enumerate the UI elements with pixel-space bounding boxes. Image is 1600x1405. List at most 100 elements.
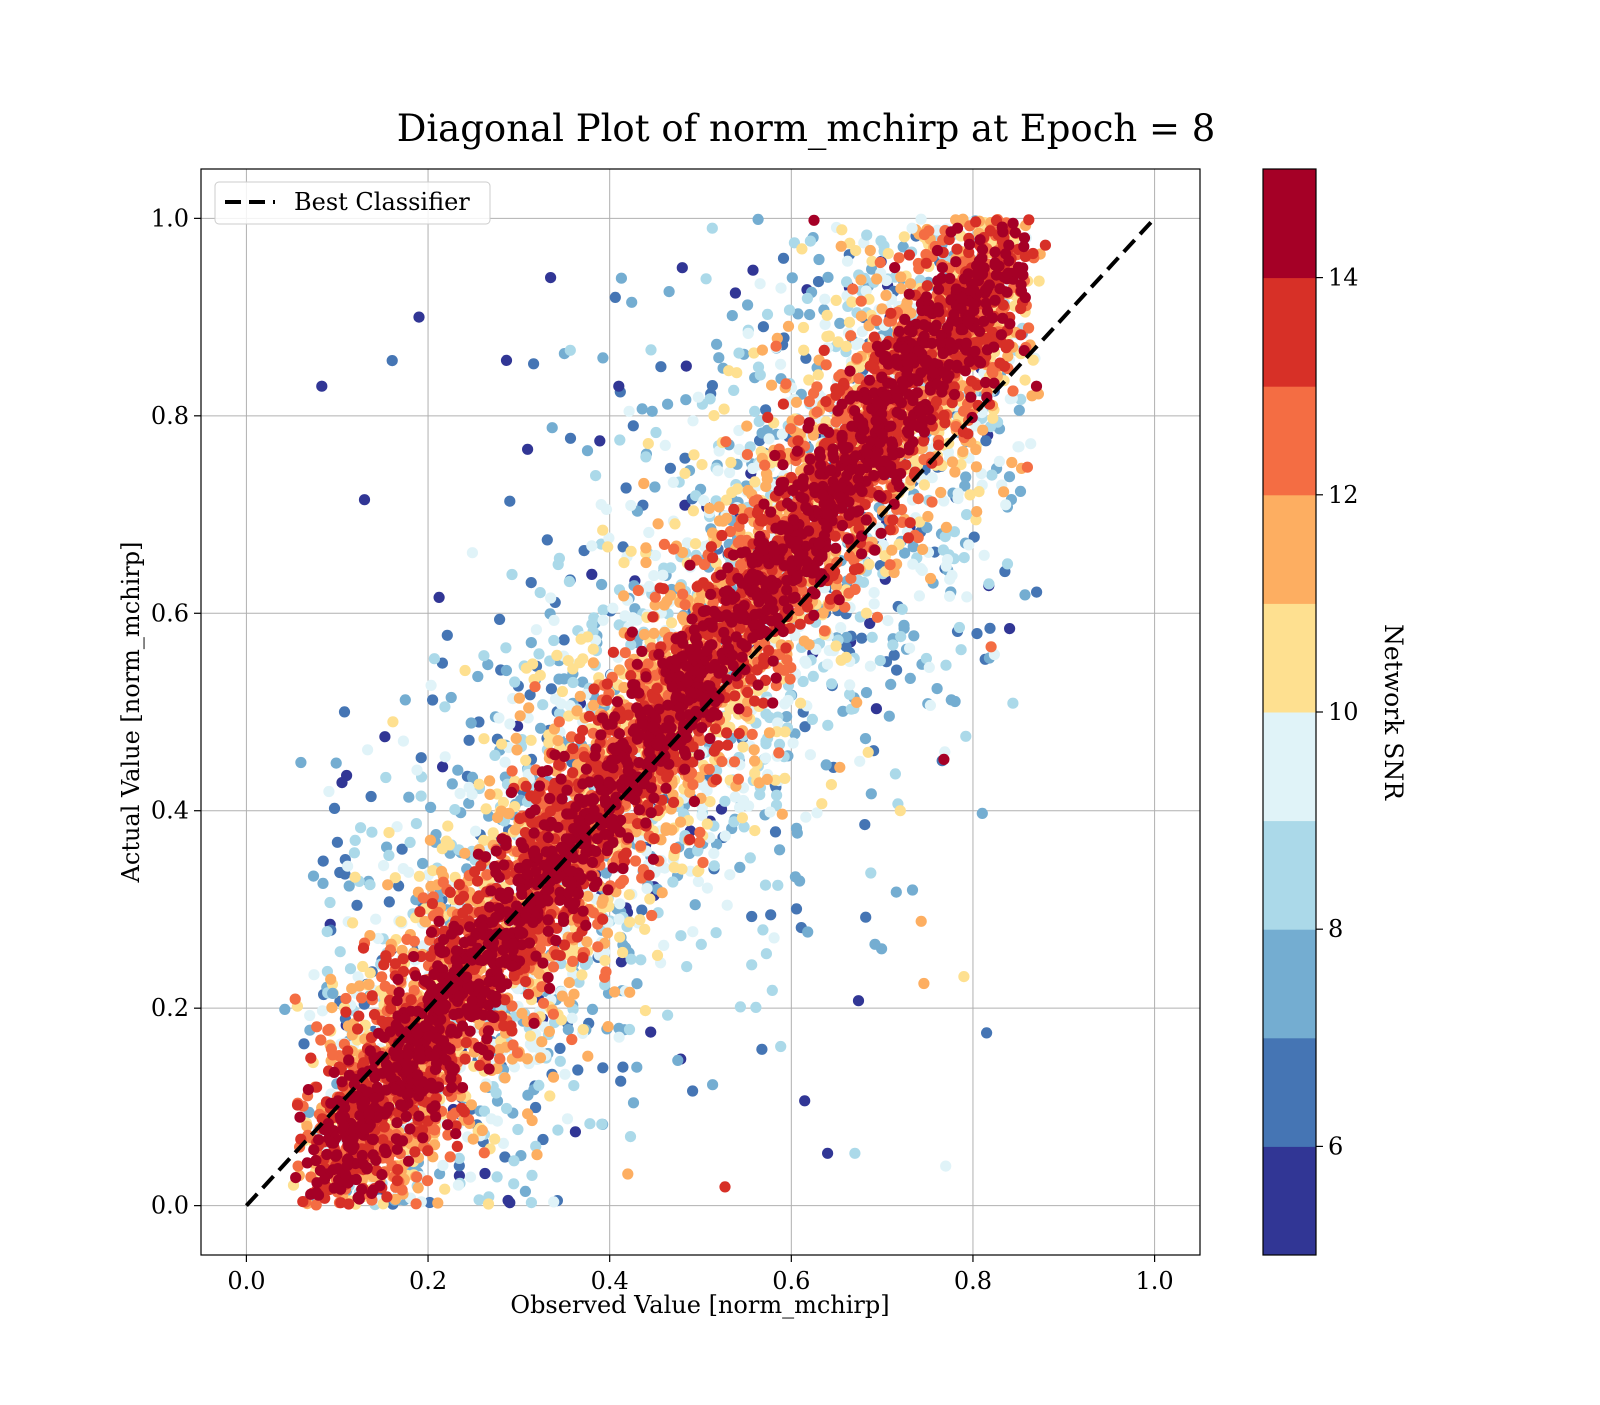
scatter-point [757, 924, 768, 935]
scatter-point [856, 296, 867, 307]
scatter-point [855, 274, 866, 285]
scatter-point [588, 644, 599, 655]
scatter-point [905, 673, 916, 684]
scatter-point [865, 867, 876, 878]
scatter-point [331, 758, 342, 769]
scatter-point [417, 858, 428, 869]
scatter-point [1026, 390, 1037, 401]
scatter-point [667, 876, 678, 887]
scatter-point [819, 294, 830, 305]
scatter-point [411, 765, 422, 776]
scatter-point [364, 879, 375, 890]
scatter-point [643, 527, 654, 538]
scatter-point [567, 677, 578, 688]
scatter-point [913, 493, 924, 504]
scatter-point [998, 486, 1009, 497]
scatter-point [512, 1124, 523, 1135]
scatter-point [666, 824, 677, 835]
scatter-point [290, 994, 301, 1005]
scatter-point [479, 1147, 490, 1158]
scatter-point [802, 926, 813, 937]
scatter-point [279, 1004, 290, 1015]
scatter-point [298, 1038, 309, 1049]
scatter-point [787, 272, 798, 283]
scatter-point [890, 768, 901, 779]
scatter-point [881, 275, 892, 286]
scatter-point [449, 804, 460, 815]
scatter-point [413, 1182, 424, 1193]
scatter-point [725, 457, 736, 468]
scatter-point [481, 803, 492, 814]
scatter-point [907, 884, 918, 895]
scatter-point [628, 1097, 639, 1108]
scatter-point [887, 639, 898, 650]
scatter-point [987, 413, 998, 424]
scatter-point [767, 985, 778, 996]
scatter-point [618, 590, 629, 601]
scatter-point [442, 821, 453, 832]
scatter-point [295, 757, 306, 768]
scatter-point [548, 1009, 559, 1020]
scatter-point [400, 694, 411, 705]
scatter-point [821, 331, 832, 342]
scatter-point [842, 256, 853, 267]
scatter-point [681, 361, 692, 372]
scatter-point [625, 500, 636, 511]
scatter-point [733, 774, 744, 785]
scatter-point [416, 791, 427, 802]
scatter-point [586, 569, 597, 580]
scatter-point [822, 659, 833, 670]
scatter-point [503, 808, 514, 819]
scatter-point [355, 822, 366, 833]
scatter-point [414, 871, 425, 882]
scatter-point [675, 817, 686, 828]
scatter-point [1019, 589, 1030, 600]
scatter-point [946, 570, 957, 581]
scatter-point [679, 468, 690, 479]
scatter-point [856, 633, 867, 644]
scatter-point [917, 544, 928, 555]
scatter-point [403, 792, 414, 803]
scatter-point [688, 449, 699, 460]
scatter-point [834, 762, 845, 773]
scatter-point [775, 283, 786, 294]
scatter-point [813, 369, 824, 380]
scatter-point [861, 608, 872, 619]
scatter-point [716, 756, 727, 767]
scatter-point [597, 525, 608, 536]
scatter-point [478, 733, 489, 744]
scatter-point [971, 506, 982, 517]
scatter-point [749, 406, 760, 417]
scatter-point [775, 359, 786, 370]
scatter-point [708, 410, 719, 421]
scatter-point [687, 415, 698, 426]
scatter-point [536, 1036, 547, 1047]
scatter-point [747, 265, 758, 276]
scatter-point [439, 701, 450, 712]
scatter-point [570, 1126, 581, 1137]
scatter-point [527, 658, 538, 669]
scatter-point [533, 1080, 544, 1091]
scatter-point [526, 735, 537, 746]
scatter-point [871, 315, 882, 326]
scatter-point [405, 837, 416, 848]
scatter-point [618, 557, 629, 568]
scatter-point [584, 1118, 595, 1129]
scatter-point [957, 446, 968, 457]
scatter-point [383, 827, 394, 838]
scatter-point [617, 947, 628, 958]
scatter-point [940, 660, 951, 671]
scatter-point [871, 703, 882, 714]
scatter-point [646, 910, 657, 921]
scatter-point [754, 777, 765, 788]
scatter-point [947, 456, 958, 467]
scatter-point [867, 632, 878, 643]
scatter-point [329, 803, 340, 814]
scatter-point [383, 850, 394, 861]
scatter-point [780, 726, 791, 737]
scatter-point [799, 1095, 810, 1106]
scatter-point [437, 761, 448, 772]
scatter-point [680, 394, 691, 405]
scatter-point [675, 930, 686, 941]
